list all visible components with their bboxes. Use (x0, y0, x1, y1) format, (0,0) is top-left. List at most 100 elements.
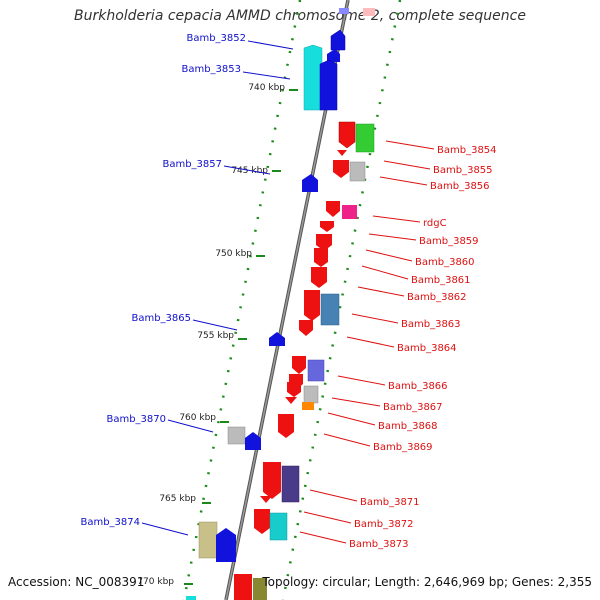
right-dotted-track (281, 0, 402, 600)
gene-arrow[interactable] (281, 465, 300, 503)
leader-line (192, 319, 238, 331)
gene-label[interactable]: Bamb_3869 (373, 442, 433, 453)
tick-label: 765 kbp (159, 494, 196, 504)
gene-arrow[interactable] (320, 293, 340, 326)
gene-label[interactable]: Bamb_3857 (162, 159, 222, 170)
gene-label[interactable]: Bamb_3873 (349, 539, 409, 550)
gene-arrow[interactable] (333, 160, 349, 178)
leader-line (357, 286, 405, 297)
gene-label[interactable]: rdgC (423, 218, 447, 229)
gene-arrow[interactable] (292, 356, 306, 374)
gene-arrow[interactable] (303, 385, 319, 404)
gene-arrow[interactable] (339, 8, 349, 14)
leader-line (365, 249, 413, 262)
gene-arrow[interactable] (330, 29, 346, 51)
gene-arrow[interactable] (278, 414, 294, 438)
gene-arrow[interactable] (285, 397, 297, 404)
gene-label[interactable]: Bamb_3863 (401, 319, 461, 330)
gene-arrow[interactable] (234, 574, 252, 600)
gene-label[interactable]: Bamb_3862 (407, 292, 467, 303)
leader-line (337, 375, 386, 386)
left-leader-lines (141, 40, 294, 536)
gene-arrow[interactable] (269, 512, 288, 541)
leader-line (323, 433, 371, 447)
gene-arrow[interactable] (299, 320, 313, 336)
gene-label[interactable]: Bamb_3874 (80, 517, 140, 528)
leader-line (309, 489, 358, 502)
gene-arrow[interactable] (253, 578, 267, 600)
leader-line (242, 71, 291, 80)
map-title: Burkholderia cepacia AMMD chromosome 2, … (74, 8, 526, 24)
gene-label[interactable]: Bamb_3861 (411, 275, 471, 286)
gene-label[interactable]: Bamb_3860 (415, 257, 475, 268)
gene-arrow[interactable] (260, 496, 272, 503)
gene-label[interactable]: Bamb_3864 (397, 343, 457, 354)
gene-arrow[interactable] (302, 174, 318, 192)
leader-line (346, 336, 395, 348)
gene-arrow[interactable] (186, 596, 196, 600)
leader-line (327, 412, 376, 426)
tick-label: 760 kbp (179, 413, 216, 423)
gene-arrow[interactable] (319, 59, 338, 111)
tick-label: 740 kbp (248, 83, 285, 93)
leader-line (303, 511, 352, 524)
gene-arrow[interactable] (245, 432, 261, 450)
gene-arrow[interactable] (287, 382, 301, 397)
tick-label: 770 kbp (137, 577, 174, 587)
leader-line (383, 160, 431, 170)
gene-label[interactable]: Bamb_3859 (419, 236, 479, 247)
right-gene-labels: Bamb_3854 Bamb_3855 Bamb_3856 rdgC Bamb_… (349, 145, 497, 550)
gene-label[interactable]: Bamb_3868 (378, 421, 438, 432)
gene-arrow[interactable] (304, 290, 320, 321)
tick-label: 745 kbp (231, 166, 268, 176)
leader-line (299, 531, 347, 544)
gene-label[interactable]: Bamb_3867 (383, 402, 443, 413)
leader-line (372, 215, 421, 223)
gene-arrow[interactable] (355, 123, 375, 153)
tick-label: 755 kbp (197, 331, 234, 341)
gene-arrow[interactable] (320, 221, 334, 232)
gene-arrow[interactable] (263, 462, 281, 499)
gene-arrow[interactable] (327, 49, 340, 62)
gene-arrow[interactable] (216, 528, 236, 562)
gene-arrow[interactable] (314, 248, 328, 267)
accession-text: Accession: NC_008391 (8, 575, 145, 589)
gene-arrow[interactable] (337, 150, 347, 156)
leader-line (247, 40, 294, 50)
gene-arrow[interactable] (254, 509, 270, 534)
gene-arrow[interactable] (311, 267, 327, 288)
gene-arrow[interactable] (349, 161, 366, 182)
gene-label[interactable]: Bamb_3852 (186, 33, 246, 44)
leader-line (167, 419, 214, 433)
left-gene-labels: Bamb_3852 Bamb_3853 Bamb_3857 Bamb_3865 … (80, 33, 246, 528)
gene-label[interactable]: Bamb_3871 (360, 497, 420, 508)
gene-arrow[interactable] (227, 426, 246, 445)
gene-arrow[interactable] (303, 44, 323, 111)
gene-label[interactable]: Bamb_3855 (433, 165, 493, 176)
gene-label[interactable]: Bamb_3870 (106, 414, 166, 425)
tick-group: 740 kbp 745 kbp 750 kbp 755 kbp 760 kbp … (137, 83, 298, 587)
leader-line (141, 522, 189, 536)
leader-line (223, 165, 271, 175)
gene-label[interactable]: Bamb_3865 (131, 313, 191, 324)
gene-label[interactable]: Bamb_3866 (388, 381, 448, 392)
gene-label[interactable]: Bamb_3854 (437, 145, 497, 156)
gene-arrow[interactable] (269, 332, 285, 346)
right-leader-lines (299, 140, 435, 544)
gene-arrow[interactable] (302, 402, 314, 410)
gene-arrow[interactable] (363, 8, 375, 16)
gene-label[interactable]: Bamb_3853 (181, 64, 241, 75)
gene-arrow[interactable] (316, 234, 332, 251)
leader-line (331, 397, 381, 407)
gene-arrow[interactable] (198, 521, 218, 559)
gene-label[interactable]: Bamb_3872 (354, 519, 414, 530)
leader-line (351, 313, 399, 324)
gene-label[interactable]: Bamb_3856 (430, 181, 490, 192)
gene-arrow[interactable] (326, 201, 340, 217)
leader-line (379, 176, 428, 186)
forward-genes (186, 8, 349, 600)
gene-arrow[interactable] (342, 205, 357, 219)
gene-arrow[interactable] (338, 121, 356, 149)
gene-arrow[interactable] (307, 359, 325, 382)
